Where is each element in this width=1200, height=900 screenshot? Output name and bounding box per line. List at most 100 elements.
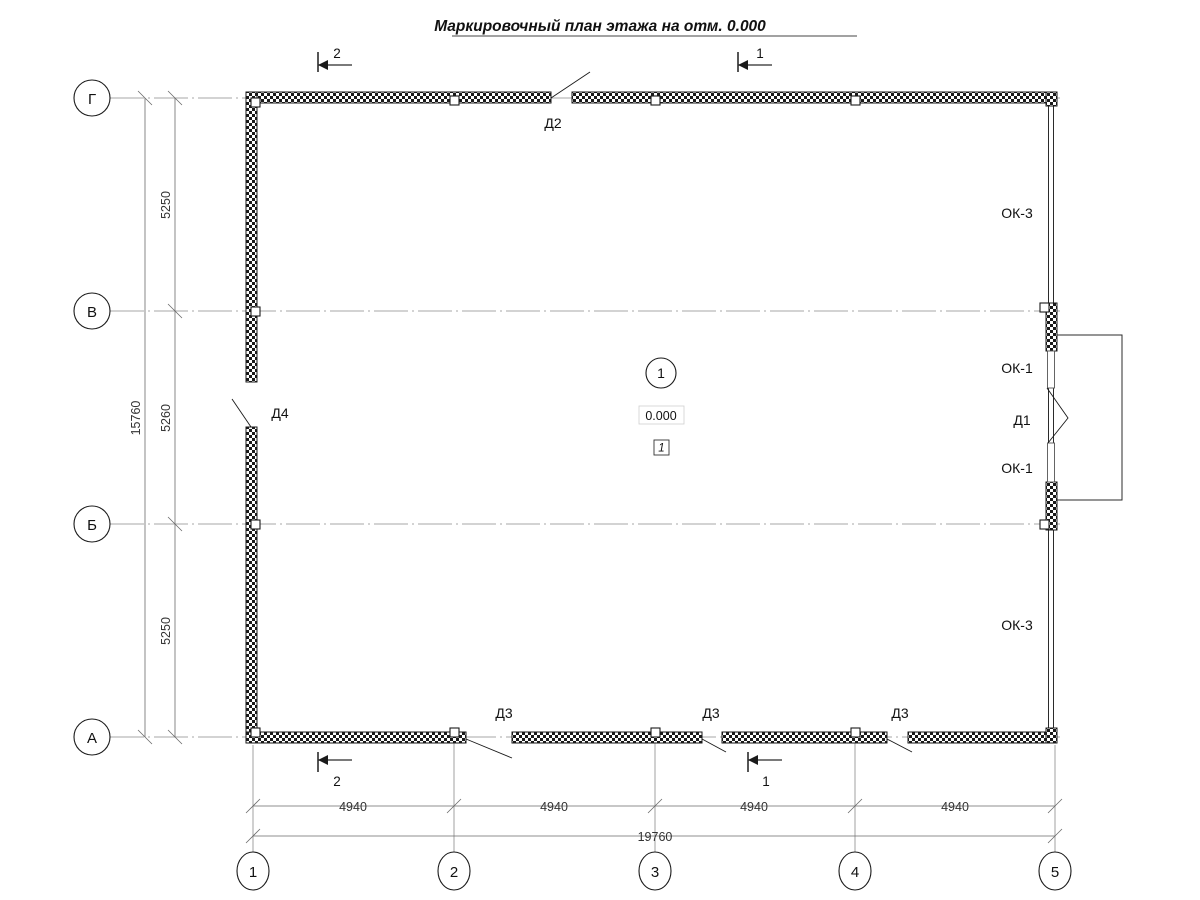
dim-label-G-V: 5250 (159, 191, 173, 219)
section-mark-1-bottom: 1 (747, 752, 782, 789)
page-title: Маркировочный план этажа на отм. 0.000 (434, 18, 766, 35)
leader-D4 (231, 398, 252, 428)
column-mark-3A (650, 727, 661, 738)
dim-label-2-3: 4940 (540, 800, 568, 814)
column-mark-2G (449, 95, 460, 106)
dim-label-1-2: 4940 (339, 800, 367, 814)
dim-label-4-5: 4940 (941, 800, 969, 814)
bottom-dimension-chains: 4940 4940 4940 4940 19760 (245, 798, 1063, 844)
wall-left-lower-segment (245, 426, 258, 744)
wall-top-right-segment (571, 91, 1051, 104)
axis-bubble-G[interactable] (73, 79, 111, 117)
dim-tick-5-outer (1047, 828, 1063, 844)
axis-bubble-3[interactable] (638, 851, 672, 891)
entrance-porch (1046, 334, 1123, 501)
wall-right-pier-top (1045, 91, 1058, 107)
axis-bubbles-vertical: Г В Б А (73, 79, 111, 756)
building-walls (245, 91, 1058, 744)
wall-bottom-segment-3 (721, 731, 888, 744)
wall-bottom-segment-4 (907, 731, 1051, 744)
opening-label-OK3-top: ОК-3 (1001, 205, 1033, 221)
left-dimension-chains: 5250 5260 5250 15760 (129, 90, 183, 745)
axis-bubble-label-B: Б (87, 517, 97, 534)
room-marker: 1 0.000 1 (638, 357, 685, 456)
section-mark-2-bottom: 2 (317, 752, 352, 789)
finish-tag-box (653, 439, 670, 456)
dim-tick-1-outer (245, 828, 261, 844)
axis-bubble-label-5: 5 (1051, 864, 1059, 881)
axis-bubble-label-A: А (87, 730, 97, 747)
section-marks: 2 1 2 1 (317, 46, 782, 789)
dim-label-B-A: 5250 (159, 617, 173, 645)
opening-label-D3-3: Д3 (891, 705, 908, 721)
leader-D3-2 (701, 738, 727, 753)
section-mark-1-top-arrowhead (738, 60, 748, 70)
wall-left-upper-segment (245, 91, 258, 383)
axis-bubble-4[interactable] (838, 851, 872, 891)
dim-tick-3-inner (647, 798, 663, 814)
wall-right-pier-bottom (1045, 727, 1058, 744)
section-mark-2-top: 2 (317, 46, 352, 72)
leader-D3-3 (886, 738, 913, 753)
dim-tick-1-inner (245, 798, 261, 814)
wall-top-left-segment (245, 91, 552, 104)
wall-bottom-segment-1 (245, 731, 467, 744)
window-OK1-upper-leaf (1047, 350, 1055, 389)
column-mark-4G (850, 95, 861, 106)
column-mark-4A (850, 727, 861, 738)
section-mark-1-bottom-arrowhead (748, 755, 758, 765)
finish-tag-text: 1 (658, 443, 664, 455)
axis-bubble-2[interactable] (437, 851, 471, 891)
axis-bubble-V[interactable] (73, 292, 111, 330)
section-mark-2-top-arrowhead (318, 60, 328, 70)
porch-outline (1057, 334, 1123, 501)
section-mark-1-bottom-label: 1 (762, 774, 770, 789)
axis-bubble-label-2: 2 (450, 864, 458, 881)
drawing-title: Маркировочный план этажа на отм. 0.000 (434, 18, 857, 37)
column-mark-1V (250, 306, 261, 317)
dim-label-3-4: 4940 (740, 800, 768, 814)
opening-label-OK1-lower: ОК-1 (1001, 460, 1033, 476)
wall-bottom-segment-2 (511, 731, 703, 744)
axis-bubble-label-G: Г (88, 91, 96, 108)
axis-bubble-label-1: 1 (249, 864, 257, 881)
column-marks (250, 95, 1050, 738)
section-mark-2-bottom-label: 2 (333, 774, 341, 789)
column-mark-3G (650, 95, 661, 106)
dim-tick-4-inner (847, 798, 863, 814)
opening-label-OK1-upper: ОК-1 (1001, 360, 1033, 376)
column-mark-1G (250, 97, 261, 108)
column-mark-1B (250, 519, 261, 530)
axis-bubble-1[interactable] (236, 851, 270, 891)
section-mark-2-top-label: 2 (333, 46, 341, 61)
elevation-box (638, 405, 685, 425)
door-D1-swing (1046, 387, 1069, 444)
opening-label-OK3-bottom: ОК-3 (1001, 617, 1033, 633)
opening-label-D4: Д4 (271, 405, 288, 421)
axis-bubble-A[interactable] (73, 718, 111, 756)
axis-bubble-label-V: В (87, 304, 97, 321)
column-mark-1A (250, 727, 261, 738)
column-mark-2A (449, 727, 460, 738)
dim-label-total-horizontal: 19760 (638, 830, 673, 844)
column-mark-5V (1039, 302, 1050, 313)
section-mark-2-bottom-arrowhead (318, 755, 328, 765)
axis-bubble-B[interactable] (73, 505, 111, 543)
opening-label-D3-1: Д3 (495, 705, 512, 721)
dim-label-V-B: 5260 (159, 404, 173, 432)
opening-labels: Д2 Д4 Д3 Д3 Д3 ОК-3 ОК-1 Д1 ОК-1 ОК-3 (231, 71, 1033, 759)
dim-label-total-vertical: 15760 (129, 401, 143, 436)
opening-label-D1: Д1 (1013, 412, 1030, 428)
opening-label-D2: Д2 (544, 115, 561, 131)
axis-bubble-5[interactable] (1038, 851, 1072, 891)
axis-bubbles-horizontal: 1 2 3 4 5 (236, 851, 1072, 891)
section-mark-1-top: 1 (737, 46, 772, 72)
axis-bubble-label-3: 3 (651, 864, 659, 881)
opening-label-D3-2: Д3 (702, 705, 719, 721)
elevation-value: 0.000 (645, 409, 676, 423)
column-mark-5B (1039, 519, 1050, 530)
dim-tick-5-inner (1047, 798, 1063, 814)
dim-tick-2-inner (446, 798, 462, 814)
